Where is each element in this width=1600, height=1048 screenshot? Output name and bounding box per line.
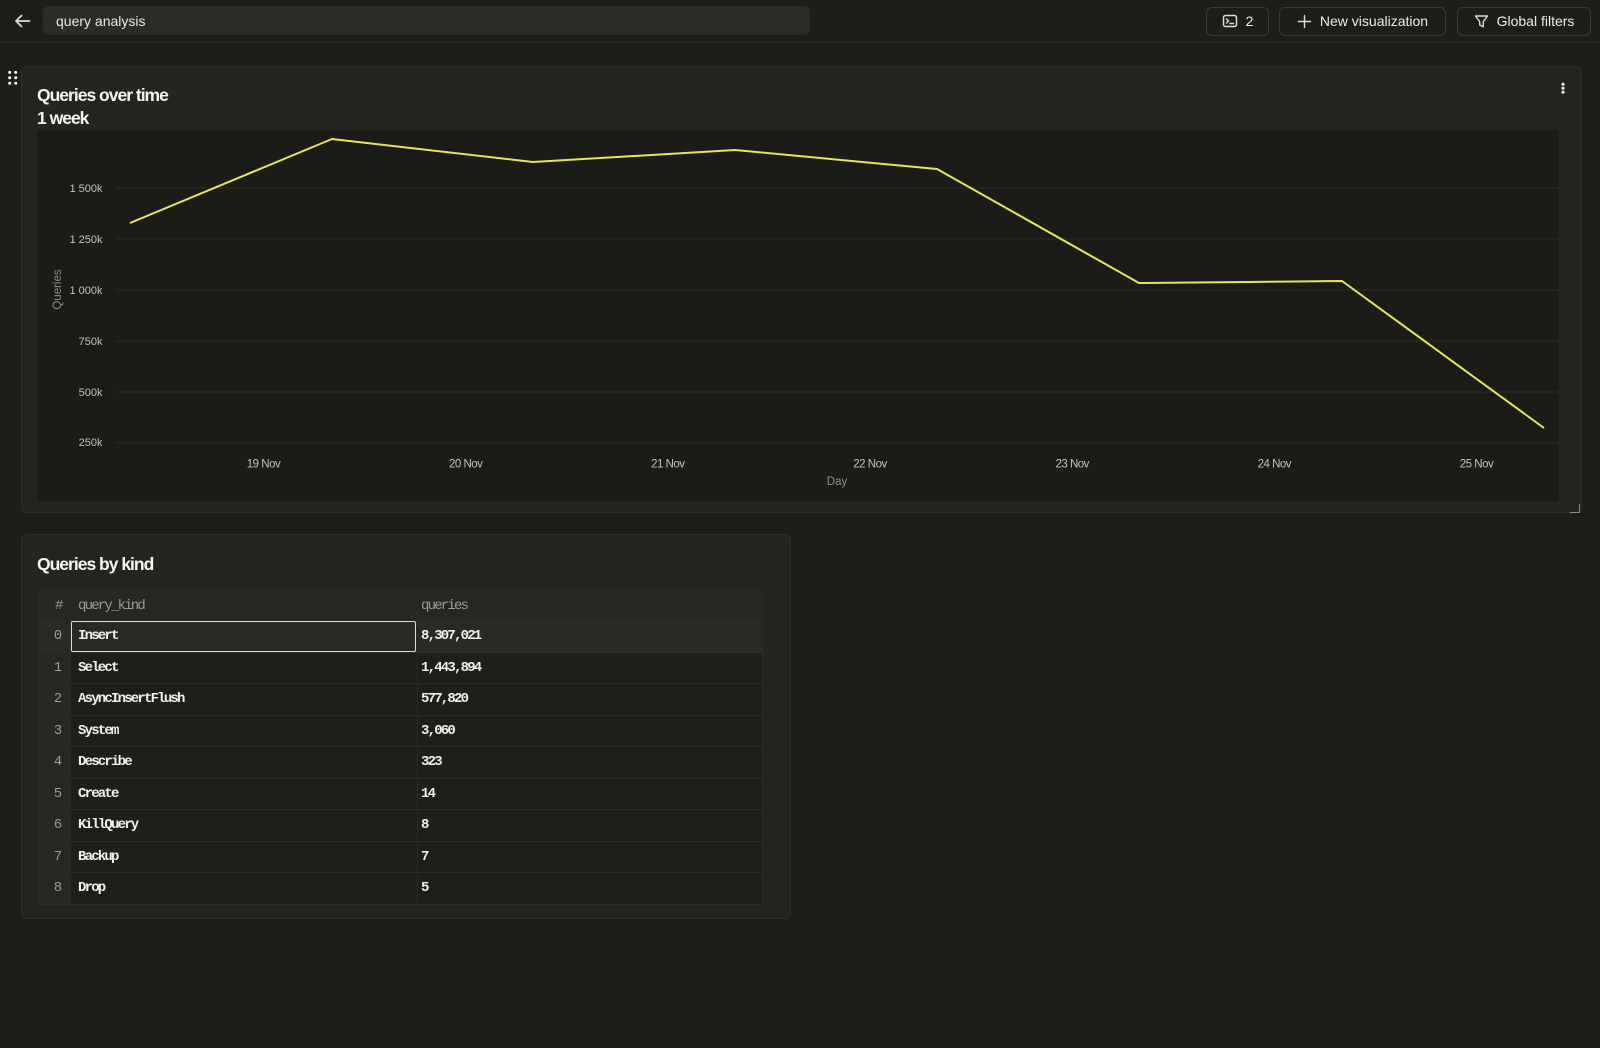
svg-text:Queries: Queries — [52, 269, 64, 310]
svg-text:Day: Day — [827, 476, 848, 488]
svg-text:1 500k: 1 500k — [69, 183, 103, 195]
svg-text:22 Nov: 22 Nov — [853, 459, 887, 471]
svg-text:25 Nov: 25 Nov — [1460, 459, 1494, 471]
svg-text:24 Nov: 24 Nov — [1258, 459, 1292, 471]
svg-text:21 Nov: 21 Nov — [651, 459, 685, 471]
svg-text:500k: 500k — [79, 387, 103, 399]
svg-text:1 250k: 1 250k — [69, 234, 103, 246]
svg-text:23 Nov: 23 Nov — [1055, 459, 1089, 471]
svg-text:750k: 750k — [79, 336, 103, 348]
svg-text:19 Nov: 19 Nov — [247, 459, 281, 471]
svg-text:20 Nov: 20 Nov — [449, 459, 483, 471]
svg-text:1 000k: 1 000k — [69, 285, 103, 297]
svg-text:250k: 250k — [79, 437, 103, 449]
